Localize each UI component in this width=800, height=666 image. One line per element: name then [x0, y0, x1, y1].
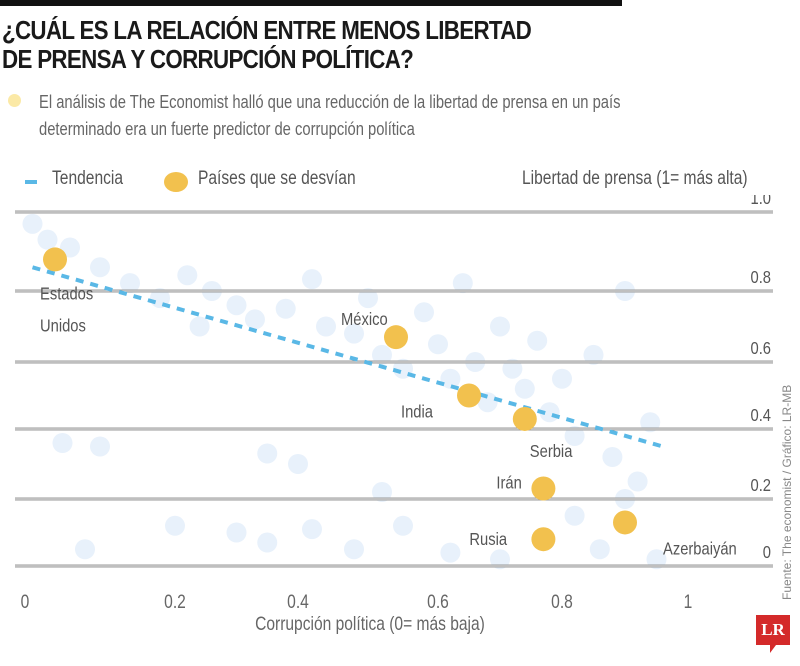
- highlighted-point: [531, 527, 556, 552]
- background-point: [428, 334, 448, 355]
- legend-highlight-label: Países que se desvían: [198, 168, 356, 189]
- background-point: [527, 330, 548, 351]
- point-label: Unidos: [40, 316, 86, 336]
- background-point: [440, 368, 461, 389]
- point-label: México: [341, 310, 388, 330]
- background-point: [589, 539, 610, 560]
- background-point: [37, 229, 58, 250]
- background-point: [414, 302, 434, 323]
- y-tick-label: 0.6: [751, 339, 771, 359]
- x-tick-label: 1: [684, 591, 693, 613]
- x-tick-label: 0.4: [287, 591, 309, 613]
- highlighted-point: [384, 325, 408, 350]
- background-point: [302, 269, 322, 290]
- background-point: [502, 358, 523, 379]
- legend-highlight-swatch: [164, 172, 188, 192]
- top-bar: [0, 0, 622, 6]
- point-label: Rusia: [469, 530, 507, 550]
- y-axis-label: Libertad de prensa (1= más alta): [522, 168, 748, 189]
- point-label: Irán: [496, 473, 521, 493]
- background-point: [120, 273, 140, 294]
- background-point: [275, 298, 296, 319]
- highlighted-point: [43, 247, 67, 272]
- background-point: [226, 522, 247, 543]
- background-point: [627, 471, 648, 492]
- chart-title: ¿CUÁL ES LA RELACIÓN ENTRE MENOS LIBERTA…: [2, 15, 532, 74]
- background-point: [514, 378, 535, 399]
- background-point: [177, 265, 198, 286]
- background-point: [440, 542, 461, 563]
- note-line: El análisis de The Economist halló que u…: [39, 92, 621, 112]
- chart-note: El análisis de The Economist halló que u…: [39, 89, 620, 143]
- highlighted-point: [457, 383, 481, 408]
- background-point: [257, 532, 278, 553]
- y-tick-label: 0.4: [751, 406, 771, 426]
- background-point: [646, 549, 667, 570]
- highlighted-point: [512, 406, 537, 431]
- background-point: [165, 515, 185, 536]
- background-point: [302, 519, 322, 540]
- legend-trend-label: Tendencia: [52, 168, 124, 189]
- lr-logo: LR: [756, 615, 790, 653]
- background-point: [602, 447, 623, 467]
- background-point: [564, 426, 585, 446]
- background-point: [372, 344, 392, 365]
- x-tick-label: 0: [21, 591, 30, 613]
- note-line: determinado era un fuerte predictor de c…: [39, 119, 415, 139]
- point-label: India: [401, 402, 434, 422]
- background-point: [358, 288, 378, 309]
- y-tick-label: 0.2: [751, 476, 771, 496]
- background-point: [552, 368, 572, 389]
- background-point: [393, 515, 413, 536]
- background-point: [226, 295, 247, 316]
- background-point: [90, 257, 110, 278]
- background-point: [75, 539, 95, 560]
- background-point: [52, 433, 73, 453]
- background-point: [640, 412, 661, 433]
- background-point: [60, 237, 80, 258]
- x-tick-label: 0.8: [551, 591, 573, 613]
- background-point: [490, 316, 510, 337]
- note-bullet-icon: [8, 94, 21, 107]
- point-label: Azerbaiyán: [663, 539, 737, 559]
- y-tick-label: 0: [763, 543, 771, 563]
- x-tick-label: 0.6: [427, 591, 449, 613]
- highlighted-point: [531, 476, 556, 501]
- background-point: [344, 539, 364, 560]
- background-point: [372, 482, 392, 502]
- background-point: [452, 273, 473, 294]
- background-point: [490, 549, 510, 570]
- background-point: [90, 436, 110, 457]
- background-point: [316, 316, 336, 337]
- x-tick-label: 0.2: [164, 591, 186, 613]
- background-point: [189, 316, 210, 337]
- title-line: DE PRENSA Y CORRUPCIÓN POLÍTICA?: [2, 44, 414, 74]
- background-point: [288, 454, 308, 474]
- scatter-plot: 1.0 0.8 0.6 0.4 0.2 0 0 0.2 0.4 0.6 0.8 1 Corrupción…: [15, 195, 773, 635]
- x-axis-label: Corrupción política (0= más baja): [255, 613, 485, 635]
- background-point: [564, 505, 585, 526]
- background-point: [244, 309, 265, 330]
- legend-trend-swatch: [25, 180, 37, 184]
- background-point: [22, 213, 43, 234]
- y-tick-label: 1.0: [751, 195, 771, 208]
- source-credit: Fuente: The economist / Gráfico: LR-MB: [780, 384, 794, 600]
- title-line: ¿CUÁL ES LA RELACIÓN ENTRE MENOS LIBERTA…: [2, 15, 532, 45]
- y-tick-label: 0.8: [751, 268, 771, 288]
- trend-line: [31, 265, 664, 449]
- background-point: [344, 323, 364, 344]
- point-label: Serbia: [530, 442, 573, 462]
- background-point: [257, 443, 278, 464]
- background-point: [583, 344, 604, 365]
- point-label: Estados: [40, 284, 93, 304]
- highlighted-point: [613, 510, 637, 535]
